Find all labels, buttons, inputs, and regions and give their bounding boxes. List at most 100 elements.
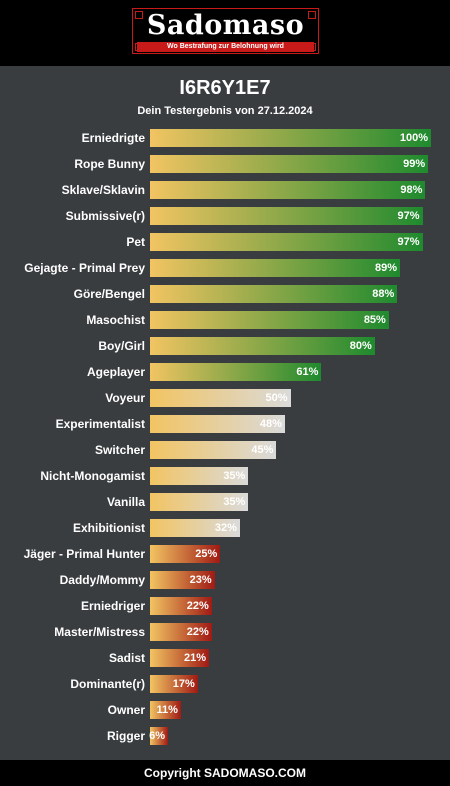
result-row: Daddy/Mommy 23% [0, 571, 450, 589]
result-label: Experimentalist [55, 417, 145, 431]
result-percent: 35% [223, 470, 246, 482]
result-row: Exhibitionist 32% [0, 519, 450, 537]
result-label: Daddy/Mommy [59, 573, 145, 587]
result-label: Rope Bunny [74, 157, 145, 171]
result-bar: 99% [150, 155, 429, 173]
result-bar: 61% [150, 363, 322, 381]
result-percent: 99% [403, 158, 426, 170]
result-percent: 21% [183, 652, 206, 664]
result-label: Voyeur [105, 391, 145, 405]
result-label: Göre/Bengel [73, 287, 145, 301]
result-label: Pet [126, 235, 145, 249]
result-row: Erniedrigte 100% [0, 129, 450, 147]
result-percent: 97% [397, 236, 420, 248]
result-row: Pet 97% [0, 233, 450, 251]
result-label: Nicht-Monogamist [40, 469, 145, 483]
result-label: Owner [107, 703, 145, 717]
result-bar: 25% [150, 545, 221, 563]
result-row: Jäger - Primal Hunter 25% [0, 545, 450, 563]
result-bar: 35% [150, 493, 249, 511]
result-bar: 35% [150, 467, 249, 485]
result-percent: 25% [195, 548, 218, 560]
result-row: Master/Mistress 22% [0, 623, 450, 641]
result-bar: 32% [150, 519, 240, 537]
result-row: Rope Bunny 99% [0, 155, 450, 173]
result-bar: 50% [150, 389, 291, 407]
result-label: Jäger - Primal Hunter [23, 547, 145, 561]
result-label: Submissive(r) [65, 209, 145, 223]
result-label: Rigger [106, 729, 145, 743]
result-label: Ageplayer [86, 365, 145, 379]
result-bar: 22% [150, 623, 212, 641]
result-percent: 35% [223, 496, 246, 508]
result-percent: 85% [363, 314, 386, 326]
result-bar: 80% [150, 337, 375, 355]
result-percent: 11% [156, 704, 178, 716]
result-bar: 11% [150, 701, 181, 719]
result-label: Master/Mistress [54, 625, 145, 639]
result-percent: 22% [186, 600, 209, 612]
result-row: Ageplayer 61% [0, 363, 450, 381]
result-bar: 45% [150, 441, 277, 459]
result-row: Switcher 45% [0, 441, 450, 459]
result-row: Experimentalist 48% [0, 415, 450, 433]
result-percent: 50% [265, 392, 288, 404]
result-row: Vanilla 35% [0, 493, 450, 511]
result-label: Switcher [94, 443, 145, 457]
result-percent: 6% [149, 730, 165, 742]
result-row: Boy/Girl 80% [0, 337, 450, 355]
logo-tagline: Wo Bestrafung zur Belohnung wird [137, 42, 314, 52]
site-logo[interactable]: Sadomaso Wo Bestrafung zur Belohnung wir… [132, 8, 319, 54]
result-label: Masochist [86, 313, 145, 327]
result-percent: 48% [259, 418, 282, 430]
result-row: Rigger 6% [0, 727, 450, 745]
result-bar: 21% [150, 649, 209, 667]
result-percent: 32% [214, 522, 237, 534]
result-percent: 23% [189, 574, 212, 586]
result-label: Erniedriger [80, 599, 145, 613]
result-percent: 98% [400, 184, 423, 196]
result-label: Boy/Girl [98, 339, 145, 353]
result-bar: 48% [150, 415, 285, 433]
result-bar: 89% [150, 259, 401, 277]
result-bar: 88% [150, 285, 398, 303]
result-row: Sadist 21% [0, 649, 450, 667]
result-percent: 80% [349, 340, 372, 352]
result-row: Dominante(r) 17% [0, 675, 450, 693]
result-label: Sklave/Sklavin [61, 183, 145, 197]
result-row: Submissive(r) 97% [0, 207, 450, 225]
result-subtitle: Dein Testergebnis von 27.12.2024 [137, 105, 313, 117]
result-percent: 100% [399, 132, 428, 144]
result-percent: 61% [296, 366, 319, 378]
logo-wordmark: Sadomaso [146, 10, 305, 41]
result-row: Voyeur 50% [0, 389, 450, 407]
result-row: Gejagte - Primal Prey 89% [0, 259, 450, 277]
result-bar-chart: Erniedrigte 100% Rope Bunny 99% Sklave/Sklav… [0, 129, 450, 745]
result-label: Gejagte - Primal Prey [24, 261, 145, 275]
result-label: Vanilla [106, 495, 145, 509]
result-bar: 98% [150, 181, 426, 199]
result-percent: 97% [397, 210, 420, 222]
result-bar: 23% [150, 571, 215, 589]
result-bar: 97% [150, 207, 423, 225]
result-percent: 88% [372, 288, 395, 300]
result-percent: 22% [186, 626, 209, 638]
result-label: Dominante(r) [70, 677, 145, 691]
result-label: Exhibitionist [73, 521, 145, 535]
result-bar: 85% [150, 311, 389, 329]
result-row: Erniedriger 22% [0, 597, 450, 615]
top-banner: Sadomaso Wo Bestrafung zur Belohnung wir… [0, 0, 450, 66]
result-row: Sklave/Sklavin 98% [0, 181, 450, 199]
footer-copyright: Copyright SADOMASO.COM [0, 760, 450, 786]
result-title: I6R6Y1E7 [179, 77, 271, 99]
result-percent: 45% [251, 444, 274, 456]
result-bar: 17% [150, 675, 198, 693]
result-row: Göre/Bengel 88% [0, 285, 450, 303]
result-bar: 22% [150, 597, 212, 615]
result-percent: 17% [172, 678, 195, 690]
result-bar: 97% [150, 233, 423, 251]
result-bar: 100% [150, 129, 431, 147]
result-row: Owner 11% [0, 701, 450, 719]
result-label: Sadist [108, 651, 145, 665]
result-row: Nicht-Monogamist 35% [0, 467, 450, 485]
